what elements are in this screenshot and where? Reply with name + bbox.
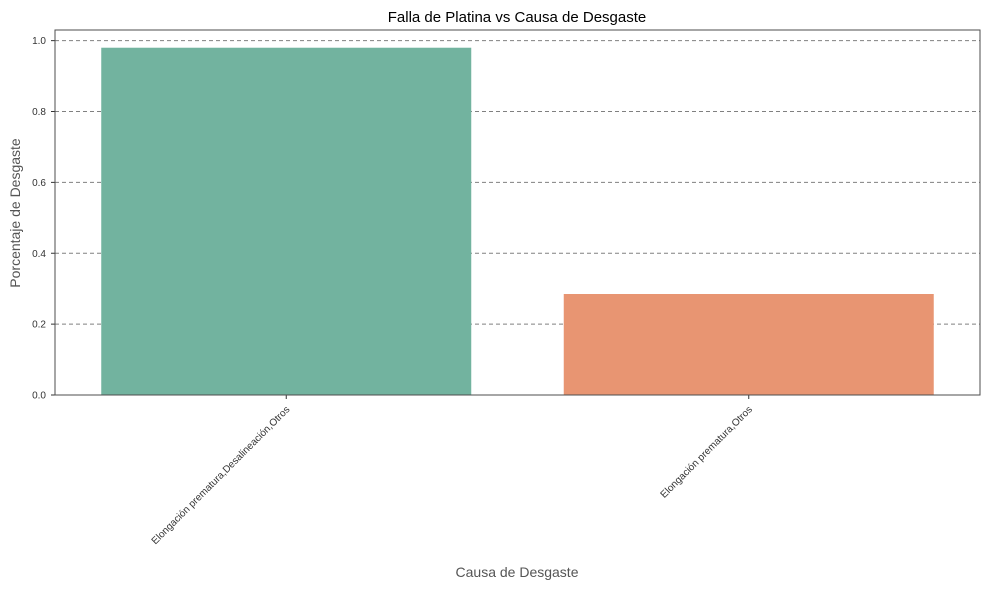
x-category-label: Elongación prematura,Desalineación,Otros [150,404,293,547]
y-tick-label: 0.0 [32,391,46,402]
y-axis-label: Porcentaje de Desgaste [7,138,23,288]
y-tick-label: 0.2 [32,320,46,331]
bars [101,47,934,395]
chart-title: Falla de Platina vs Causa de Desgaste [388,9,646,26]
y-tick-label: 1.0 [32,36,46,47]
x-axis-label: Causa de Desgaste [456,564,579,580]
plot-frame [54,29,981,396]
y-tick-label: 0.6 [32,178,46,189]
x-category-label: Elongación prematura,Otros [659,404,755,500]
bar-1 [101,47,472,395]
y-tick-label: 0.8 [32,107,46,118]
y-tick-label: 0.4 [32,249,46,260]
axes [51,29,981,399]
bar-2 [563,294,934,395]
